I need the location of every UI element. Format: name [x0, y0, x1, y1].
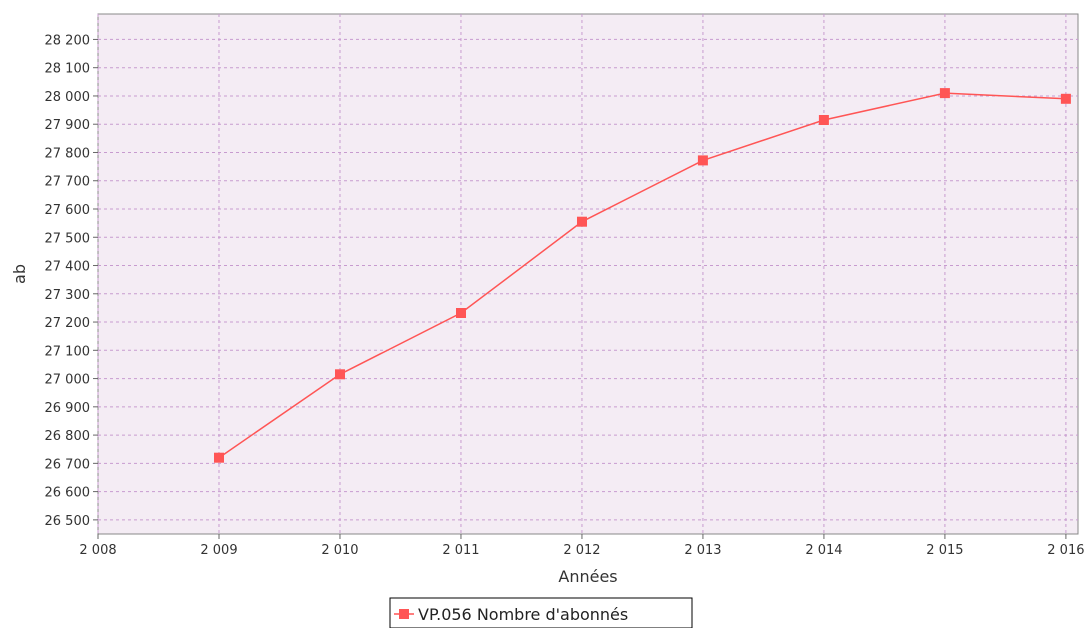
- series-line: [218, 92, 1066, 459]
- y-tick-label: 28 100: [45, 62, 91, 77]
- data-point: [1060, 93, 1071, 104]
- x-axis-title: Années: [558, 567, 617, 586]
- y-tick-label: 27 300: [45, 288, 91, 303]
- x-tick-label: 2 013: [684, 543, 721, 558]
- x-tick-label: 2 009: [200, 543, 237, 558]
- y-tick-label: 27 900: [45, 118, 91, 133]
- legend-label: VP.056 Nombre d'abonnés: [418, 605, 628, 624]
- legend: VP.056 Nombre d'abonnés: [389, 597, 693, 628]
- y-axis-ticks: 26 500 26 600 26 700 26 800 26 900 27 000 27 1…: [45, 33, 98, 529]
- y-tick-label: 26 500: [45, 514, 91, 529]
- legend-box: [389, 597, 693, 628]
- y-tick-label: 26 900: [45, 401, 91, 416]
- y-tick-label: 27 500: [45, 231, 91, 246]
- data-point: [697, 155, 708, 166]
- x-tick-label: 2 008: [79, 543, 116, 558]
- y-tick-label: 26 600: [45, 486, 91, 501]
- x-tick-label: 2 010: [321, 543, 358, 558]
- series-layer: [214, 88, 1071, 463]
- y-tick-label: 27 600: [45, 203, 91, 218]
- y-tick-label: 27 100: [45, 344, 91, 359]
- y-tick-label: 27 400: [45, 260, 91, 275]
- data-point: [335, 369, 345, 380]
- legend-square-marker: [399, 609, 409, 619]
- y-tick-label: 27 000: [45, 373, 91, 388]
- data-point: [818, 115, 829, 125]
- grid-lines: [97, 14, 1078, 534]
- y-tick-label: 27 700: [45, 175, 91, 190]
- data-point: [456, 308, 466, 318]
- x-axis-ticks: 2 008 2 009 2 010 2 011 2 012 2 013 2 014 2 015…: [79, 534, 1085, 558]
- y-tick-label: 26 700: [45, 457, 91, 472]
- x-tick-label: 2 016: [1047, 543, 1084, 558]
- x-tick-label: 2 011: [442, 543, 479, 558]
- y-tick-label: 26 800: [45, 429, 91, 444]
- x-tick-label: 2 014: [805, 543, 842, 558]
- x-tick-label: 2 015: [926, 543, 963, 558]
- y-tick-label: 27 200: [45, 316, 91, 331]
- data-point: [939, 88, 950, 99]
- y-tick-label: 28 200: [45, 33, 91, 48]
- plot-area: [97, 13, 1079, 535]
- x-tick-label: 2 012: [563, 543, 600, 558]
- y-tick-label: 27 800: [45, 146, 91, 161]
- y-tick-label: 28 000: [45, 90, 91, 105]
- data-point: [214, 452, 224, 463]
- data-point: [577, 216, 587, 227]
- y-axis-title: ab: [10, 264, 29, 284]
